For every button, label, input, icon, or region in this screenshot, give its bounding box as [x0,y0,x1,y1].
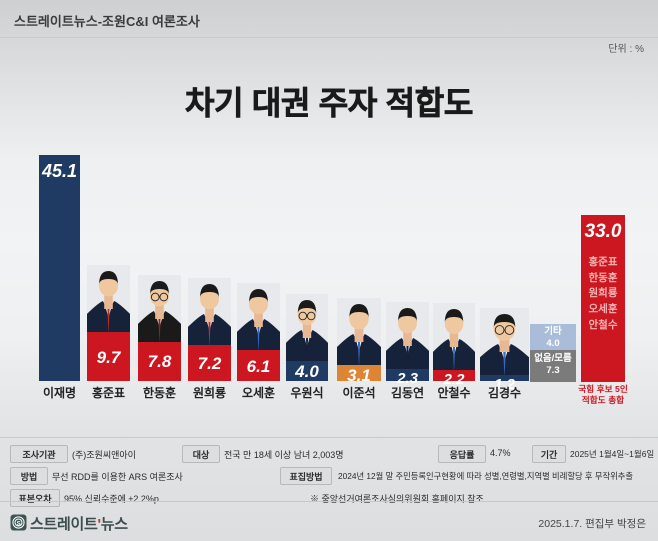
svg-text:S: S [17,520,21,527]
